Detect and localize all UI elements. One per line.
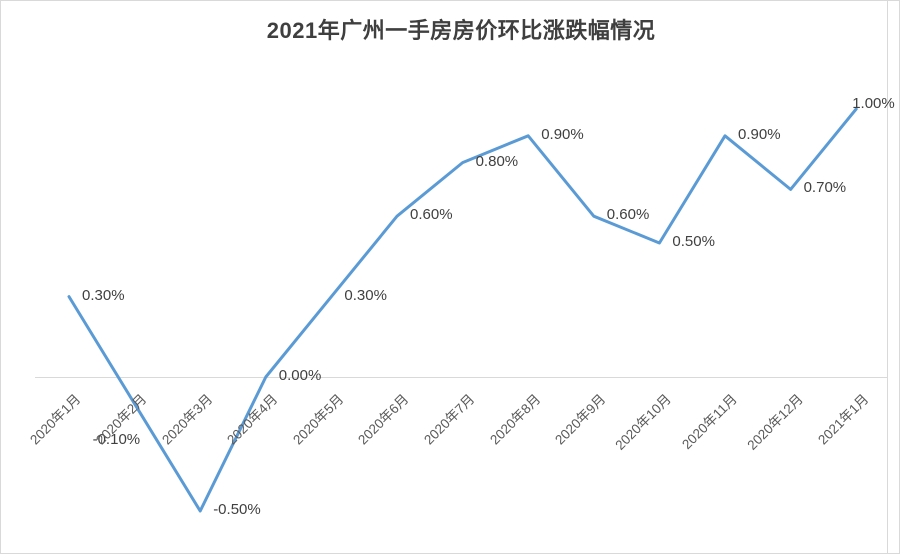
data-label: 0.50% (672, 232, 715, 250)
data-label: 0.60% (606, 205, 650, 223)
data-label: 0.90% (541, 125, 584, 143)
data-label: -0.10% (92, 430, 141, 448)
chart-area-right-border (887, 1, 888, 553)
zero-axis-line (35, 377, 887, 378)
data-label: 0.80% (475, 152, 519, 170)
data-label: 0.70% (803, 179, 847, 197)
series-line (67, 107, 858, 513)
data-label: 0.30% (82, 286, 125, 304)
data-label: 0.30% (344, 286, 387, 304)
chart-title: 2021年广州一手房房价环比涨跌幅情况 (266, 18, 656, 43)
data-label: 0.00% (278, 366, 322, 384)
data-label: 0.60% (410, 205, 453, 223)
data-label: 0.90% (738, 125, 781, 143)
data-label: -0.50% (213, 500, 261, 518)
data-label: 1.00% (852, 94, 895, 112)
